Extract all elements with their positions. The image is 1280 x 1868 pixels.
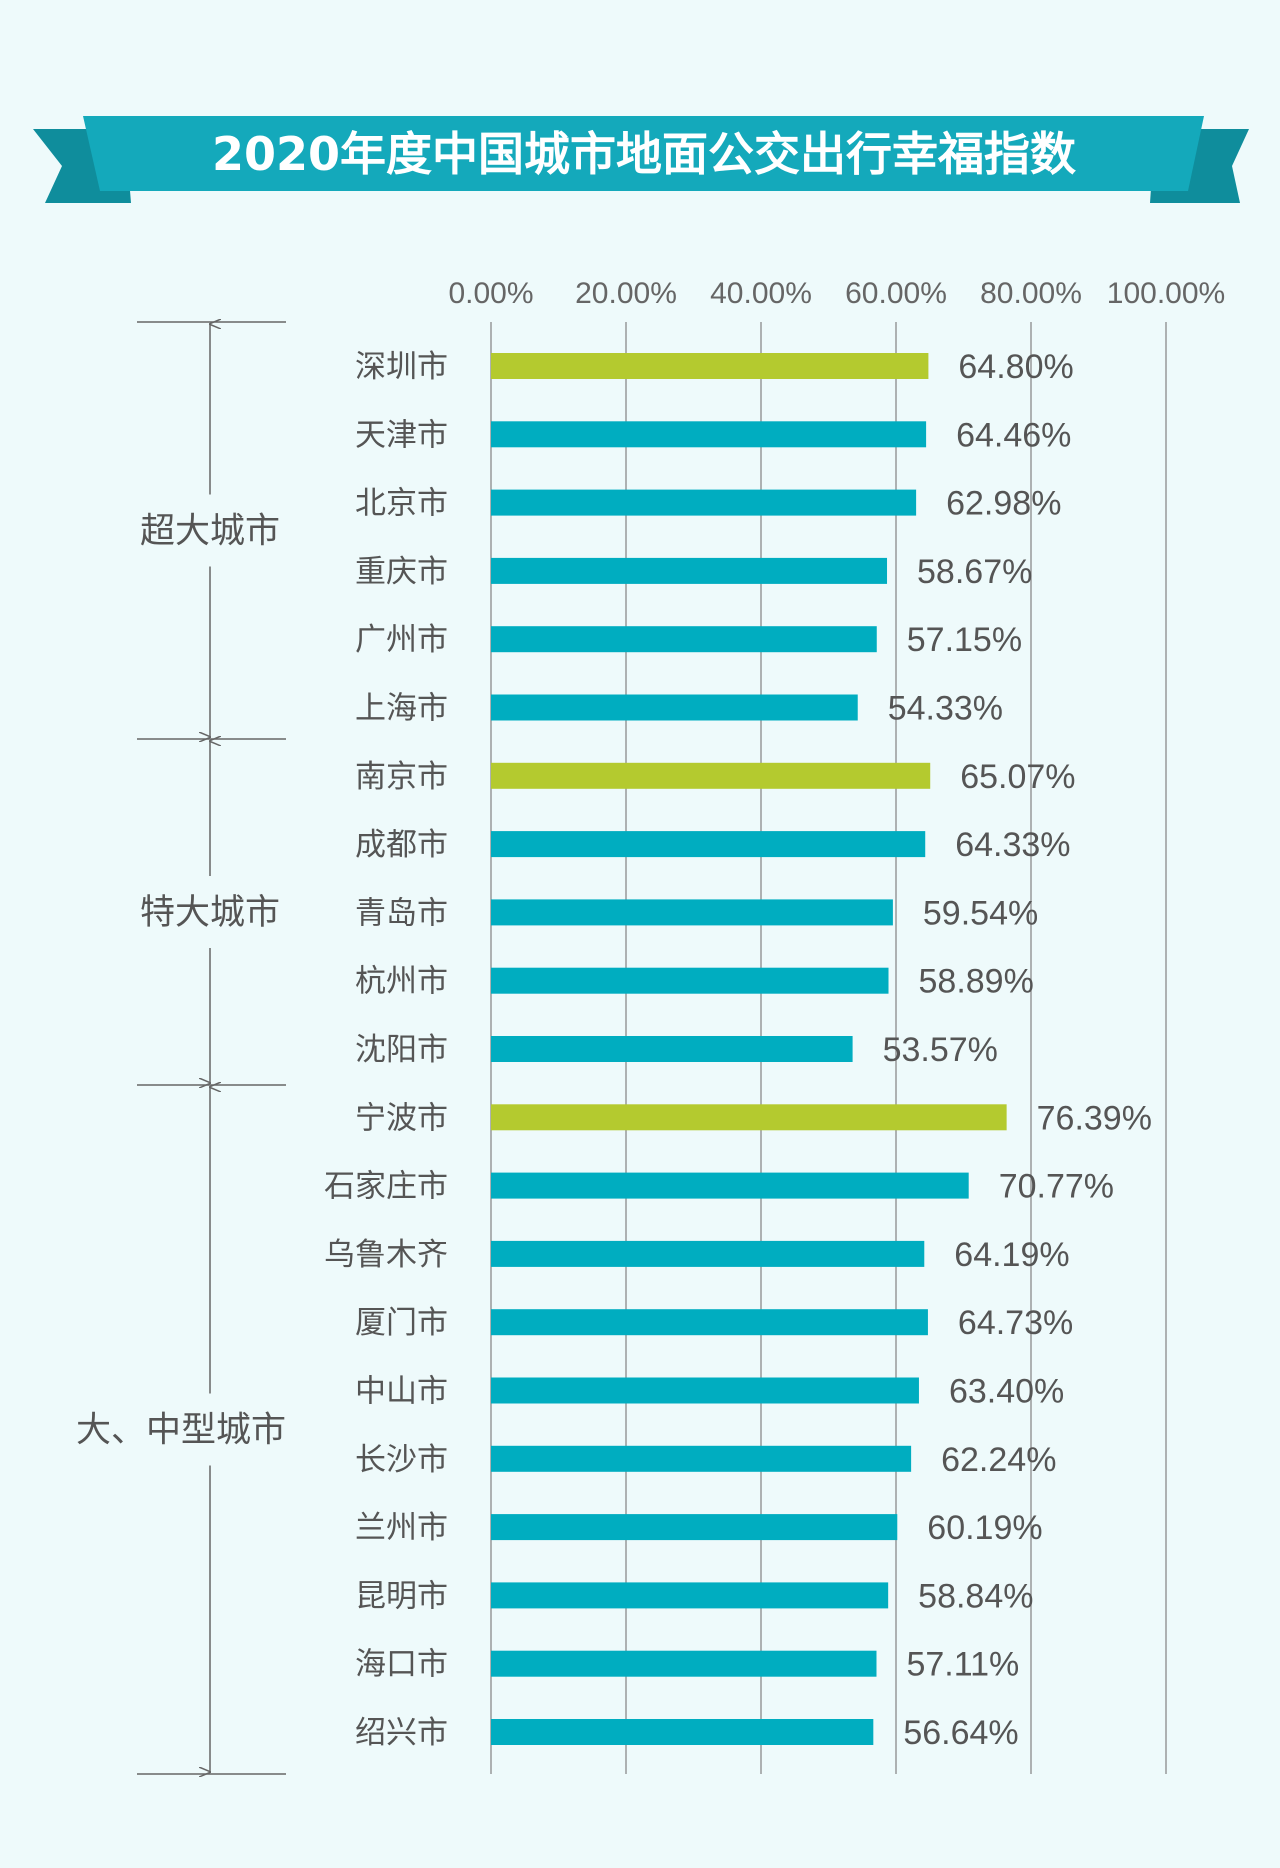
bar: [491, 1582, 889, 1609]
value-label: 58.89%: [919, 963, 1034, 1001]
city-label: 成都市: [355, 827, 448, 863]
value-label: 62.98%: [946, 485, 1061, 523]
city-label: 杭州市: [355, 964, 448, 1000]
value-label: 64.46%: [956, 416, 1071, 454]
bar: [491, 626, 877, 653]
city-label: 南京市: [355, 759, 448, 795]
value-label: 62.24%: [941, 1441, 1056, 1479]
bar: [491, 762, 931, 789]
value-label: 65.07%: [960, 758, 1075, 796]
bar: [491, 1104, 1007, 1131]
x-tick-label: 80.00%: [980, 277, 1082, 310]
city-label: 深圳市: [355, 349, 448, 385]
bar: [491, 967, 889, 994]
x-tick-label: 0.00%: [448, 277, 533, 310]
value-label: 64.80%: [958, 348, 1073, 386]
city-label: 乌鲁木齐: [324, 1237, 448, 1273]
city-label: 广州市: [355, 622, 448, 658]
x-tick-label: 20.00%: [575, 277, 677, 310]
bar: [491, 1172, 969, 1199]
bar: [491, 1445, 912, 1472]
bar: [491, 1514, 898, 1541]
value-label: 64.33%: [955, 826, 1070, 864]
bar: [491, 489, 917, 516]
ribbon-band: [83, 116, 1204, 191]
chart-title: 2020年度中国城市地面公交出行幸福指数: [212, 127, 1076, 181]
city-label: 绍兴市: [355, 1715, 448, 1751]
title-ribbon: 2020年度中国城市地面公交出行幸福指数: [33, 116, 1249, 203]
bar: [491, 1377, 919, 1404]
city-label: 天津市: [355, 417, 448, 453]
bar: [491, 557, 888, 584]
group-label: 特大城市: [140, 893, 280, 933]
bar: [491, 1719, 874, 1745]
value-label: 76.39%: [1037, 1099, 1152, 1137]
city-label: 海口市: [355, 1647, 448, 1683]
city-label: 厦门市: [355, 1305, 448, 1341]
city-label: 兰州市: [355, 1510, 448, 1546]
bar: [491, 1036, 853, 1062]
value-label: 57.11%: [906, 1646, 1019, 1684]
value-label: 63.40%: [949, 1373, 1064, 1411]
city-label: 上海市: [355, 691, 448, 727]
city-label: 青岛市: [355, 895, 448, 931]
group-label: 超大城市: [140, 512, 280, 552]
value-label: 56.64%: [903, 1714, 1018, 1752]
value-label: 57.15%: [907, 621, 1022, 659]
city-label: 重庆市: [355, 554, 448, 590]
value-label: 64.73%: [958, 1304, 1073, 1342]
city-label: 昆明市: [355, 1578, 448, 1614]
bar: [491, 1650, 877, 1677]
bar: [491, 694, 858, 721]
value-label: 58.84%: [918, 1577, 1033, 1615]
bar: [491, 421, 927, 448]
value-label: 53.57%: [883, 1031, 998, 1069]
value-label: 70.77%: [999, 1168, 1114, 1206]
bar: [491, 831, 926, 858]
value-label: 64.19%: [954, 1236, 1069, 1274]
bar: [491, 899, 893, 926]
value-label: 60.19%: [927, 1509, 1042, 1547]
bars: 深圳市 64.80% 天津市 64.46% 北京市 62.98% 重庆市 58.67% 广州市 5…: [324, 348, 1152, 1752]
bar: [491, 353, 929, 379]
x-tick-label: 40.00%: [710, 277, 812, 310]
city-label: 中山市: [355, 1374, 448, 1410]
city-label: 长沙市: [355, 1442, 448, 1478]
value-label: 58.67%: [917, 553, 1032, 591]
x-tick-labels: 0.00% 20.00% 40.00% 60.00% 80.00% 100.00%: [448, 277, 1225, 310]
city-label: 沈阳市: [355, 1032, 448, 1068]
value-label: 59.54%: [923, 894, 1038, 932]
value-label: 54.33%: [888, 690, 1003, 728]
bar: [491, 1309, 928, 1336]
x-tick-label: 100.00%: [1107, 277, 1225, 310]
group-label: 大、中型城市: [76, 1411, 286, 1451]
city-label: 石家庄市: [324, 1169, 448, 1205]
city-label: 北京市: [355, 486, 448, 522]
city-label: 宁波市: [355, 1100, 448, 1136]
x-tick-label: 60.00%: [845, 277, 947, 310]
bar: [491, 1240, 925, 1267]
